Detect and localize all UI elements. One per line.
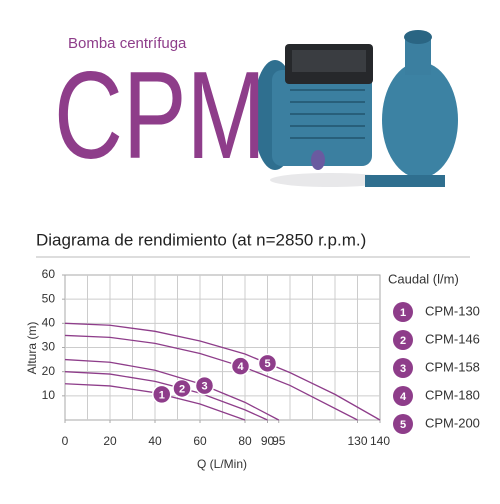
- legend-label: CPM-180: [425, 387, 480, 402]
- curve-marker-label: 5: [264, 358, 270, 370]
- legend-marker-label: 5: [400, 419, 406, 431]
- x-tick-label: 90: [261, 434, 275, 448]
- curve-marker: [257, 353, 278, 374]
- legend-title: Caudal (l/m): [388, 271, 459, 286]
- chart-title: Diagrama de rendimiento (at n=2850 r.p.m…: [36, 230, 366, 249]
- legend-marker-label: 3: [400, 363, 406, 375]
- subtitle: Bomba centrífuga: [68, 35, 187, 52]
- product-title: CPM: [54, 47, 266, 185]
- curve-marker-label: 1: [159, 389, 165, 401]
- curve-marker: [172, 378, 192, 399]
- x-tick-label: 140: [370, 434, 390, 448]
- x-tick-label: 80: [238, 434, 252, 448]
- legend-marker: [393, 386, 413, 406]
- legend-marker-label: 4: [400, 391, 407, 403]
- curve-marker-label: 4: [237, 361, 244, 373]
- legend-label: CPM-146: [425, 331, 480, 346]
- legend-marker: [393, 358, 413, 378]
- y-tick-label: 10: [42, 388, 56, 402]
- y-tick-label: 30: [42, 340, 56, 354]
- x-tick-label: 130: [347, 434, 367, 448]
- legend-label: CPM-200: [425, 415, 480, 430]
- x-tick-label: 40: [148, 434, 162, 448]
- legend-marker: [393, 330, 413, 350]
- legend-label: CPM-158: [425, 359, 480, 374]
- x-tick-label: 0: [62, 434, 69, 448]
- curve: [64, 334, 358, 421]
- legend-marker-label: 2: [400, 335, 406, 347]
- legend-marker: [393, 302, 413, 322]
- legend-label: CPM-130: [425, 303, 480, 318]
- y-axis-label: Altura (m): [25, 322, 39, 375]
- x-tick-label: 95: [272, 434, 286, 448]
- x-tick-label: 20: [103, 434, 117, 448]
- curve-marker-label: 2: [179, 383, 185, 395]
- y-tick-label: 50: [42, 291, 56, 305]
- curve: [64, 322, 381, 421]
- y-tick-label: 20: [42, 364, 56, 378]
- pump-image: [253, 30, 458, 187]
- curve-marker: [230, 356, 251, 376]
- y-tick-label: 40: [42, 316, 56, 330]
- curve: [64, 358, 280, 421]
- legend-marker-label: 1: [400, 307, 406, 319]
- x-axis-label: Q (L/Min): [197, 457, 247, 471]
- curve-marker: [194, 375, 215, 396]
- x-tick-label: 60: [193, 434, 207, 448]
- curve-marker: [152, 384, 172, 405]
- y-tick-label: 60: [42, 267, 56, 281]
- curve-marker-label: 3: [201, 381, 207, 393]
- legend-marker: [393, 414, 413, 434]
